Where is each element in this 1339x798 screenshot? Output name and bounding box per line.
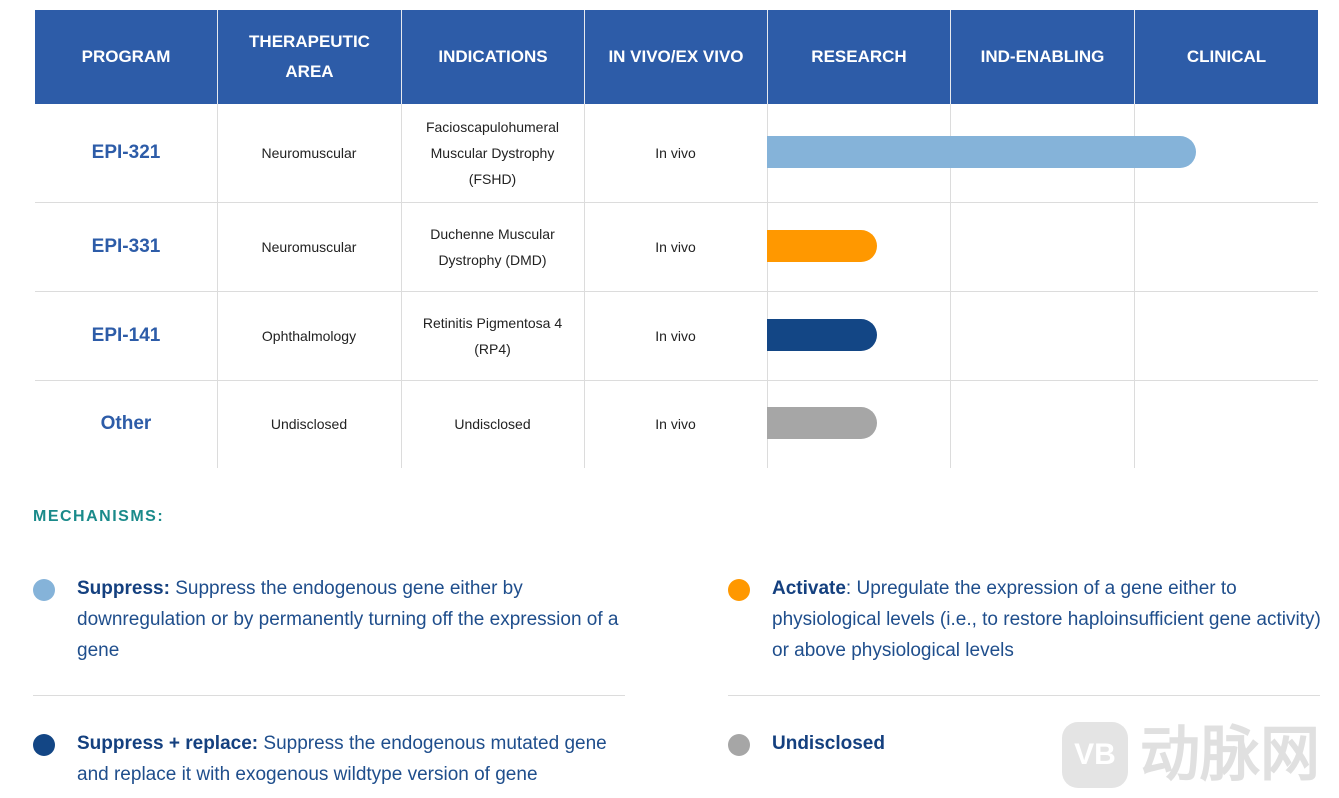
table-cell: Undisclosed <box>270 416 348 432</box>
legend-dot <box>33 734 55 756</box>
column-divider <box>1134 104 1135 468</box>
program-name: Other <box>100 413 152 434</box>
header-cell: IND-ENABLING <box>950 10 1134 104</box>
table-cell: Retinitis Pigmentosa 4 (RP4) <box>422 314 563 357</box>
column-divider <box>767 104 768 468</box>
row-divider <box>35 291 1318 292</box>
legend-dot <box>728 579 750 601</box>
column-divider <box>401 104 402 468</box>
column-divider <box>217 104 218 468</box>
program-name: EPI-331 <box>91 235 161 257</box>
progress-bar <box>767 318 877 351</box>
mechanism-name: Suppress + replace: <box>77 733 259 754</box>
mechanism-name: Suppress: <box>77 578 170 599</box>
row-divider <box>35 202 1318 203</box>
program-name: EPI-321 <box>91 142 161 163</box>
header-cell: THERAPEUTIC AREA <box>217 10 401 104</box>
row-divider <box>35 380 1318 381</box>
table-cell: Neuromuscular <box>261 238 357 255</box>
progress-bar <box>767 136 1196 168</box>
table-cell: In vivo <box>655 327 696 344</box>
table-cell: Undisclosed <box>454 416 531 432</box>
mechanisms-title: MECHANISMS: <box>33 508 165 525</box>
table-cell: Ophthalmology <box>261 327 357 344</box>
column-divider <box>950 104 951 468</box>
table-cell: In vivo <box>655 145 696 161</box>
mechanism-description: : Upregulate the expression of a gene ei… <box>772 578 1321 661</box>
mechanism-text: Activate: Upregulate the expression of a… <box>772 573 1322 666</box>
header-cell: RESEARCH <box>767 10 950 104</box>
watermark-text: 动脉网 <box>1140 721 1320 788</box>
table-cell: In vivo <box>655 416 696 432</box>
progress-bar <box>767 407 877 439</box>
table-cell: Duchenne Muscular Dystrophy (DMD) <box>430 225 555 268</box>
table-cell: In vivo <box>655 238 696 255</box>
column-divider <box>584 104 585 468</box>
divider <box>33 695 625 696</box>
header-cell: INDICATIONS <box>401 10 584 104</box>
header-cell: PROGRAM <box>35 10 217 104</box>
mechanism-text: Suppress: Suppress the endogenous gene e… <box>77 573 627 666</box>
program-name: EPI-141 <box>91 324 161 346</box>
mechanism-name: Undisclosed <box>772 733 885 754</box>
divider <box>728 695 1320 696</box>
mechanism-text: Undisclosed <box>772 728 1322 759</box>
mechanism-name: Activate <box>772 578 846 599</box>
header-cell: IN VIVO/EX VIVO <box>584 10 767 104</box>
mechanism-text: Suppress + replace: Suppress the endogen… <box>77 728 627 790</box>
table-cell: Facioscapulohumeral Muscular Dystrophy (… <box>425 119 560 187</box>
watermark-logo: VB <box>1062 722 1128 788</box>
table-cell: Neuromuscular <box>261 145 357 161</box>
legend-dot <box>728 734 750 756</box>
mechanism-description: Suppress the endogenous gene either by d… <box>77 578 619 661</box>
legend-dot <box>33 579 55 601</box>
mechanism-description: Suppress the endogenous mutated gene and… <box>77 733 607 785</box>
progress-bar <box>767 229 877 262</box>
header-cell: CLINICAL <box>1134 10 1318 104</box>
